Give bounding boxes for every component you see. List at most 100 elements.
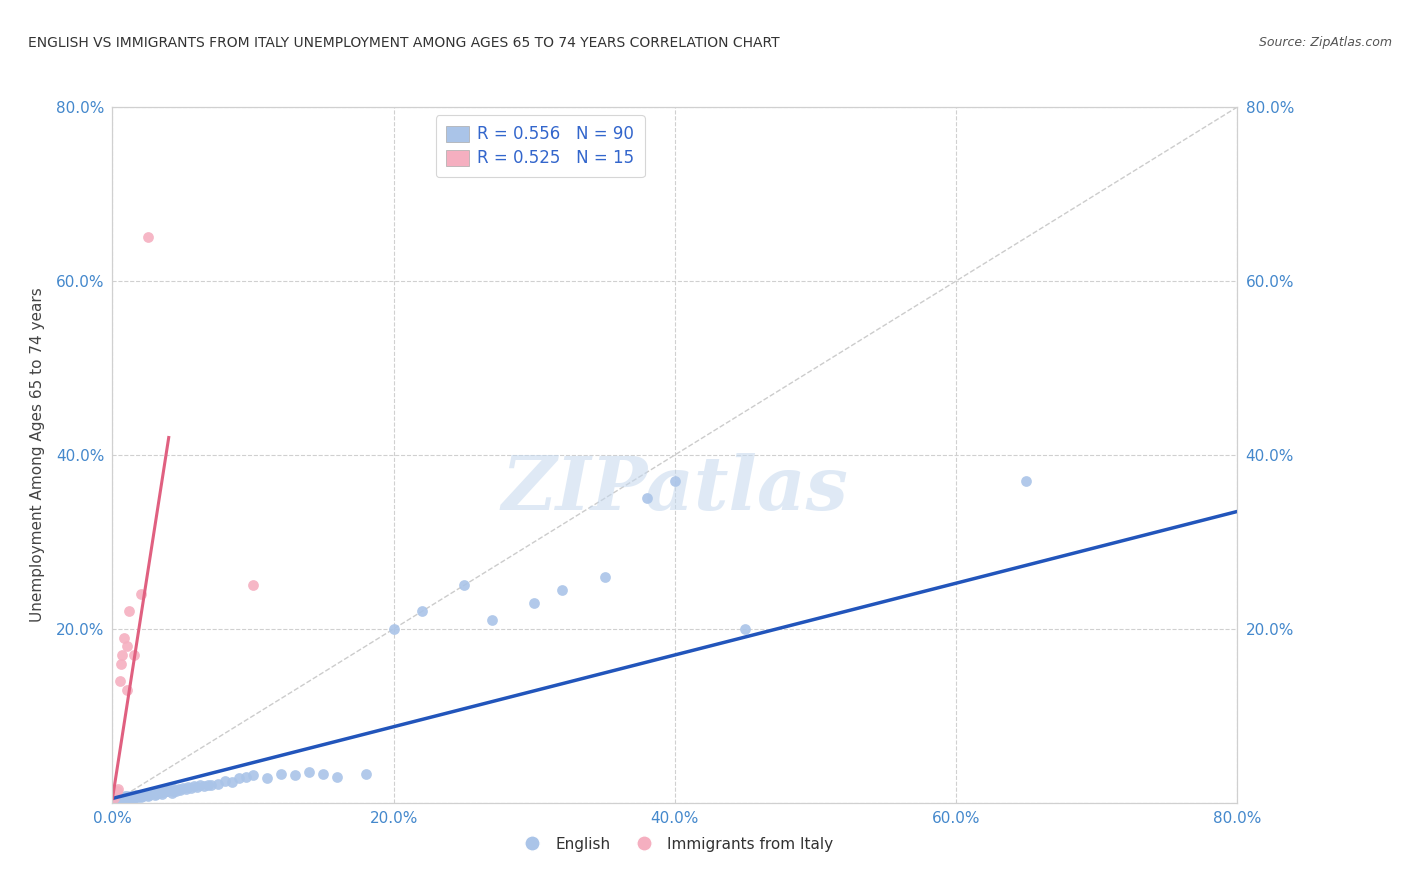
Point [129, 789, 152, 804]
Point [117, 790, 139, 805]
Point [124, 789, 146, 804]
Point [157, 782, 180, 797]
Point [256, 772, 278, 786]
Point [127, 789, 149, 804]
Point [326, 770, 349, 784]
Point [169, 782, 191, 797]
Point [129, 587, 152, 601]
Point [103, 791, 125, 805]
Point [104, 793, 127, 807]
Point [141, 785, 163, 799]
Point [284, 768, 307, 782]
Point [110, 789, 132, 804]
Point [481, 613, 503, 627]
Point [115, 789, 138, 803]
Point [118, 789, 141, 804]
Point [242, 578, 264, 592]
Point [155, 783, 177, 797]
Point [110, 791, 132, 805]
Point [221, 775, 243, 789]
Point [114, 789, 136, 803]
Point [112, 631, 135, 645]
Point [122, 648, 145, 662]
Legend: English, Immigrants from Italy: English, Immigrants from Italy [510, 830, 839, 858]
Point [136, 230, 159, 244]
Point [108, 789, 131, 804]
Point [115, 639, 138, 653]
Point [121, 789, 143, 804]
Point [108, 674, 131, 689]
Point [207, 777, 229, 791]
Point [180, 780, 202, 795]
Point [114, 791, 136, 805]
Point [551, 582, 574, 597]
Point [118, 791, 141, 805]
Point [112, 789, 135, 804]
Point [104, 787, 127, 801]
Point [156, 784, 179, 798]
Point [111, 790, 134, 805]
Point [111, 792, 134, 806]
Point [132, 789, 155, 803]
Point [108, 790, 131, 805]
Point [228, 772, 250, 786]
Point [172, 780, 194, 795]
Point [1015, 474, 1038, 488]
Point [107, 793, 129, 807]
Point [200, 778, 222, 793]
Point [115, 791, 138, 805]
Point [593, 570, 616, 584]
Point [523, 596, 546, 610]
Point [107, 781, 129, 796]
Point [134, 787, 156, 801]
Point [136, 789, 159, 803]
Point [122, 790, 145, 805]
Point [105, 784, 128, 798]
Point [183, 779, 205, 793]
Point [354, 767, 377, 781]
Point [162, 784, 184, 798]
Point [120, 789, 142, 803]
Point [110, 657, 132, 671]
Point [160, 786, 183, 800]
Point [105, 790, 128, 805]
Point [235, 770, 257, 784]
Point [453, 578, 475, 592]
Point [143, 788, 166, 802]
Point [145, 787, 167, 801]
Point [242, 768, 264, 782]
Point [188, 778, 211, 793]
Point [115, 682, 138, 697]
Point [165, 783, 187, 797]
Point [107, 791, 129, 805]
Point [193, 779, 215, 793]
Point [152, 785, 174, 799]
Point [174, 781, 197, 796]
Point [122, 789, 145, 803]
Point [734, 622, 756, 636]
Point [146, 785, 169, 799]
Point [139, 787, 162, 801]
Point [115, 790, 138, 805]
Point [411, 605, 433, 619]
Point [148, 786, 170, 800]
Text: Source: ZipAtlas.com: Source: ZipAtlas.com [1258, 36, 1392, 49]
Point [112, 791, 135, 805]
Text: ENGLISH VS IMMIGRANTS FROM ITALY UNEMPLOYMENT AMONG AGES 65 TO 74 YEARS CORRELAT: ENGLISH VS IMMIGRANTS FROM ITALY UNEMPLO… [28, 36, 780, 50]
Point [120, 790, 142, 805]
Point [125, 788, 148, 802]
Point [108, 792, 131, 806]
Point [382, 622, 405, 636]
Point [214, 774, 236, 789]
Text: ZIPatlas: ZIPatlas [502, 453, 848, 526]
Point [111, 648, 134, 662]
Point [163, 781, 186, 796]
Point [131, 788, 153, 802]
Point [636, 491, 658, 506]
Y-axis label: Unemployment Among Ages 65 to 74 years: Unemployment Among Ages 65 to 74 years [30, 287, 45, 623]
Point [186, 780, 208, 794]
Point [103, 791, 125, 805]
Point [664, 474, 686, 488]
Point [150, 787, 173, 801]
Point [298, 765, 321, 780]
